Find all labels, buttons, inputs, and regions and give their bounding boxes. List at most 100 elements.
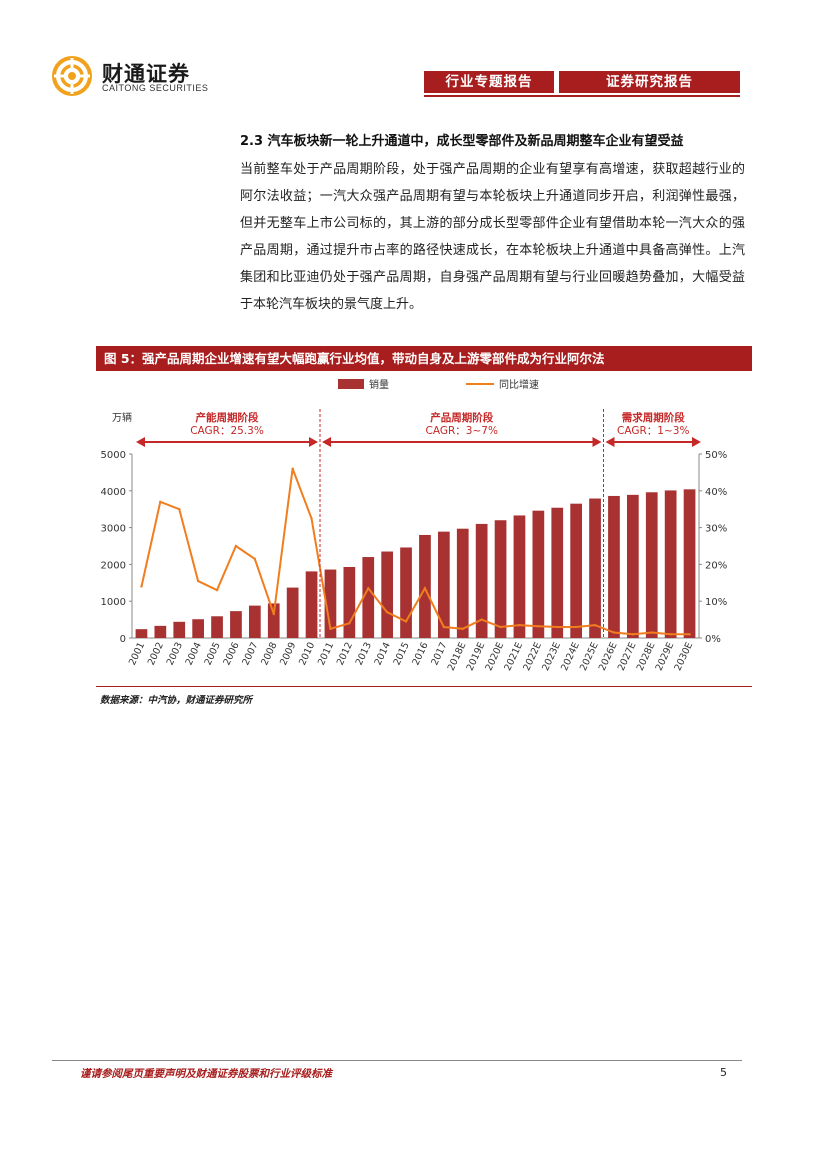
x-tick-label: 2012: [335, 641, 355, 668]
legend-label-sales: 销量: [369, 378, 389, 391]
x-tick-label: 2009: [278, 641, 298, 668]
section-body: 当前整车处于产品周期阶段，处于强产品周期的企业有望享有高增速，获取超越行业的阿尔…: [240, 162, 745, 312]
report-category-tab: 证券研究报告: [559, 71, 740, 93]
bar-2020E: [494, 520, 507, 638]
bar-2002: [154, 625, 167, 638]
section-title: 2.3 汽车板块新一轮上升通道中，成长型零部件及新品周期整车企业有望受益: [240, 134, 684, 149]
x-tick-label: 2010: [297, 641, 317, 668]
y-tick-label: 1000: [101, 597, 126, 608]
growth-point-2013: [367, 587, 370, 590]
page-number: 5: [720, 1066, 727, 1079]
legend-swatch-sales: [338, 379, 364, 389]
y2-tick-label: 30%: [705, 524, 727, 535]
bar-2012: [343, 566, 356, 638]
bar-2024E: [570, 503, 583, 638]
bar-2021E: [513, 515, 526, 638]
caitong-logo-icon: [52, 56, 92, 96]
bar-2022E: [532, 510, 545, 638]
logo-text-cn: 财通证券: [102, 62, 190, 86]
growth-point-2010: [310, 517, 313, 520]
x-tick-label: 2004: [184, 641, 204, 668]
bar-2029E: [664, 490, 677, 638]
header-divider: [424, 95, 740, 97]
growth-point-2017: [442, 625, 446, 629]
phase-cagr-3: CAGR：1~3%: [617, 425, 689, 437]
growth-point-2018E: [461, 627, 464, 630]
x-tick-label: 2011: [316, 641, 336, 668]
y-tick-label: 4000: [101, 487, 126, 498]
x-tick-label: 2015: [392, 641, 412, 668]
growth-point-2015: [404, 620, 408, 623]
growth-point-2027E: [631, 633, 635, 636]
growth-point-2024E: [574, 625, 578, 629]
growth-point-2022E: [537, 625, 540, 628]
growth-point-2019E: [480, 618, 483, 621]
phase-title-1: 产能周期阶段: [196, 411, 259, 424]
growth-point-2021E: [518, 623, 521, 627]
bar-2030E: [683, 489, 696, 638]
growth-point-2026E: [612, 631, 616, 634]
phase-arrowhead-right-1: [309, 437, 318, 447]
growth-point-2005: [215, 588, 219, 592]
phase-title-2: 产品周期阶段: [430, 411, 493, 424]
figure-bottom-rule: [96, 686, 752, 687]
bar-2001: [135, 629, 148, 638]
bar-2019E: [475, 523, 488, 638]
y-tick-label: 2000: [101, 560, 126, 571]
bar-2025E: [589, 498, 601, 638]
figure-title: 图 5：强产品周期企业增速有望大幅跑赢行业均值，带动自身及上游零部件成为行业阿尔…: [96, 346, 752, 371]
growth-point-2012: [348, 622, 351, 625]
bar-2003: [173, 621, 186, 638]
x-tick-label: 2008: [259, 641, 279, 668]
growth-point-2011: [329, 627, 332, 630]
x-tick-label: 2013: [354, 641, 374, 668]
bar-2015: [400, 547, 412, 638]
growth-point-2025E: [593, 623, 597, 627]
logo-text-en: CAITONG SECURITIES: [102, 83, 209, 93]
bar-2018E: [456, 528, 469, 638]
growth-point-2030E: [688, 633, 691, 636]
y2-tick-label: 0%: [705, 634, 721, 645]
phase-arrowhead-right-3: [692, 437, 701, 447]
phase-arrowhead-left-3: [605, 437, 615, 447]
phase-cagr-2: CAGR：3~7%: [426, 425, 498, 437]
growth-point-2008: [272, 612, 275, 616]
bar-2023E: [551, 507, 564, 638]
figure-source: 数据来源：中汽协，财通证券研究所: [100, 695, 253, 706]
growth-point-2001: [140, 585, 143, 588]
y-tick-label: 3000: [101, 524, 126, 535]
growth-point-2028E: [650, 631, 653, 634]
legend-label-growth: 同比增速: [499, 378, 539, 391]
x-tick-label: 2006: [221, 641, 241, 668]
y-tick-label: 5000: [101, 450, 126, 461]
bar-2026E: [608, 495, 620, 638]
x-tick-label: 2001: [127, 641, 147, 668]
growth-point-2023E: [556, 625, 559, 629]
bar-2004: [192, 619, 205, 638]
bar-2017: [437, 531, 450, 638]
x-tick-label: 2016: [410, 641, 430, 668]
footer-disclaimer: 谨请参阅尾页重要声明及财通证券股票和行业评级标准: [80, 1068, 332, 1080]
phase-title-3: 需求周期阶段: [622, 411, 685, 424]
growth-point-2007: [253, 557, 257, 561]
bar-2008: [267, 603, 280, 638]
company-logo: 财通证券 CAITONG SECURITIES: [52, 56, 222, 96]
y-tick-label: 0: [120, 634, 126, 645]
footer-divider: [52, 1060, 742, 1061]
growth-point-2029E: [669, 633, 672, 636]
growth-point-2009: [291, 467, 294, 470]
growth-point-2003: [178, 508, 181, 511]
x-tick-label: 2005: [203, 641, 223, 668]
growth-point-2004: [196, 579, 200, 583]
bar-2007: [248, 605, 261, 638]
bar-2014: [381, 551, 394, 638]
growth-point-2006: [234, 544, 238, 548]
bar-2005: [211, 616, 223, 638]
x-tick-label: 2007: [240, 641, 260, 668]
bar-2010: [305, 571, 318, 638]
growth-point-2014: [385, 611, 389, 614]
phase-arrowhead-left-2: [322, 437, 331, 447]
y2-tick-label: 20%: [705, 560, 727, 571]
y-axis-unit: 万辆: [112, 411, 132, 424]
bar-2011: [324, 569, 337, 638]
